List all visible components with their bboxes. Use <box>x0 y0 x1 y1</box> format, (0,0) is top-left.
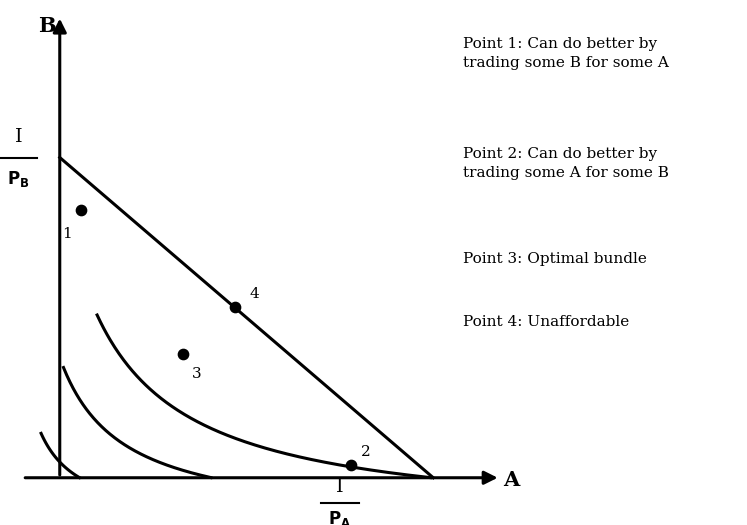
Text: Point 4: Unaffordable: Point 4: Unaffordable <box>463 315 630 329</box>
Point <box>177 350 189 359</box>
Text: $\mathbf{P_B}$: $\mathbf{P_B}$ <box>7 169 30 188</box>
Text: A: A <box>503 470 520 490</box>
Text: Point 3: Optimal bundle: Point 3: Optimal bundle <box>463 252 647 266</box>
Text: 3: 3 <box>192 368 201 381</box>
Text: 1: 1 <box>62 227 72 240</box>
Point <box>75 206 87 214</box>
Point <box>229 303 241 311</box>
Text: 4: 4 <box>249 287 259 301</box>
Text: B: B <box>38 16 56 36</box>
Text: Point 2: Can do better by
trading some A for some B: Point 2: Can do better by trading some A… <box>463 147 669 181</box>
Text: I: I <box>15 128 22 145</box>
Text: 2: 2 <box>361 445 371 458</box>
Text: Point 1: Can do better by
trading some B for some A: Point 1: Can do better by trading some B… <box>463 37 669 70</box>
Text: $\mathbf{P_A}$: $\mathbf{P_A}$ <box>328 509 352 525</box>
Text: I: I <box>336 478 344 496</box>
Point <box>345 460 357 469</box>
